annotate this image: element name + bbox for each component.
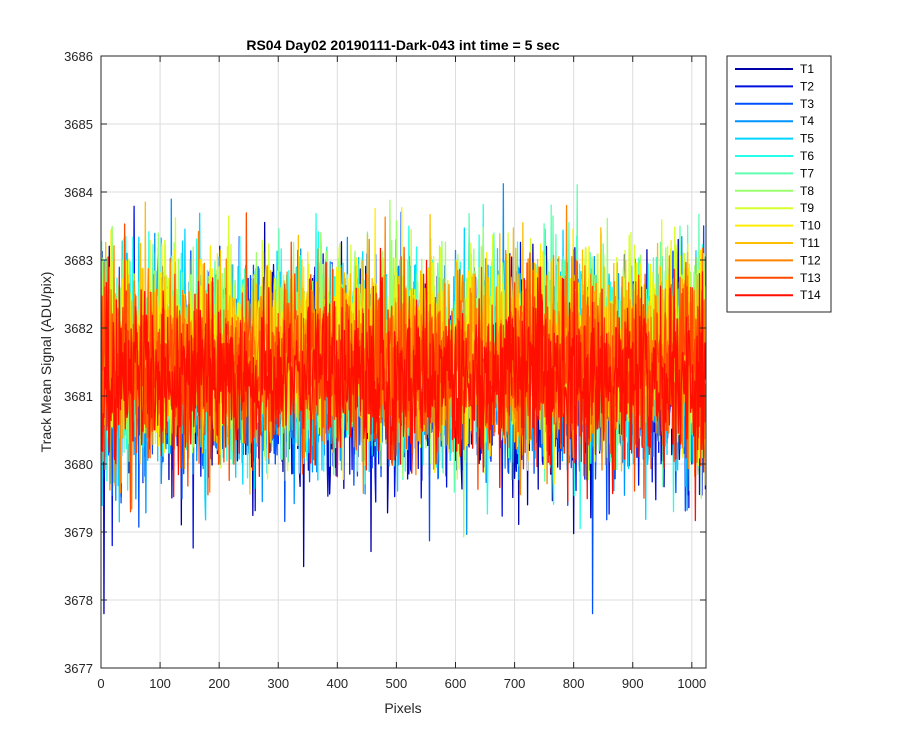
y-tick-label: 3682 — [64, 321, 93, 336]
x-tick-label: 500 — [386, 676, 408, 691]
y-tick-label: 3686 — [64, 49, 93, 64]
legend-label: T7 — [800, 166, 814, 180]
legend-item-t14[interactable]: T14 — [735, 288, 821, 302]
y-tick-label: 3683 — [64, 253, 93, 268]
legend-label: T5 — [800, 132, 814, 146]
legend-item-t2[interactable]: T2 — [735, 79, 814, 93]
x-tick-label: 0 — [97, 676, 104, 691]
legend-label: T11 — [800, 236, 820, 250]
legend-item-t7[interactable]: T7 — [735, 166, 814, 180]
x-axis-label: Pixels — [384, 700, 421, 716]
legend-item-t12[interactable]: T12 — [735, 253, 821, 267]
legend-label: T12 — [800, 253, 821, 267]
chart-title: RS04 Day02 20190111-Dark-043 int time = … — [246, 37, 559, 53]
y-tick-label: 3684 — [64, 185, 93, 200]
legend-item-t3[interactable]: T3 — [735, 97, 814, 111]
legend-label: T6 — [800, 149, 814, 163]
legend-item-t1[interactable]: T1 — [735, 62, 814, 76]
x-tick-label: 300 — [267, 676, 289, 691]
legend-item-t9[interactable]: T9 — [735, 201, 814, 215]
legend-label: T8 — [800, 184, 814, 198]
legend-box — [726, 55, 832, 313]
series-group — [101, 183, 706, 615]
legend-label: T10 — [800, 219, 821, 233]
x-tick-label: 100 — [149, 676, 171, 691]
legend[interactable]: T1 T2 T3 T4 T5 T6 T7 T8 T9 T10 T11 T12 T13 T14 — [726, 55, 832, 313]
plot-frame — [100, 55, 707, 669]
legend-item-t13[interactable]: T13 — [735, 271, 821, 285]
legend-label: T4 — [800, 114, 814, 128]
y-tick-label: 3677 — [64, 661, 93, 676]
y-tick-label: 3678 — [64, 593, 93, 608]
x-tick-label: 400 — [326, 676, 348, 691]
legend-item-t10[interactable]: T10 — [735, 219, 821, 233]
y-axis-label: Track Mean Signal (ADU/pix) — [38, 272, 54, 453]
series-line-t14 — [101, 247, 706, 522]
legend-label: T2 — [800, 79, 814, 93]
legend-item-t8[interactable]: T8 — [735, 184, 814, 198]
x-tick-label: 200 — [208, 676, 230, 691]
y-tick-label: 3680 — [64, 457, 93, 472]
y-tick-label: 3685 — [64, 117, 93, 132]
legend-label: T14 — [800, 288, 821, 302]
x-tick-label: 900 — [622, 676, 644, 691]
x-tick-label: 700 — [504, 676, 526, 691]
legend-item-t6[interactable]: T6 — [735, 149, 814, 163]
legend-label: T1 — [800, 62, 814, 76]
x-tick-label: 800 — [563, 676, 585, 691]
y-tick-label: 3679 — [64, 525, 93, 540]
legend-label: T9 — [800, 201, 814, 215]
axis-ticks: 0 100 200 300 400 500 600 700 800 900 1000 3677 3678… — [64, 49, 706, 691]
y-tick-label: 3681 — [64, 389, 93, 404]
legend-label: T3 — [800, 97, 814, 111]
x-tick-label: 600 — [445, 676, 467, 691]
legend-label: T13 — [800, 271, 821, 285]
legend-item-t5[interactable]: T5 — [735, 132, 814, 146]
legend-item-t4[interactable]: T4 — [735, 114, 814, 128]
x-tick-label: 1000 — [677, 676, 706, 691]
legend-item-t11[interactable]: T11 — [735, 236, 820, 250]
